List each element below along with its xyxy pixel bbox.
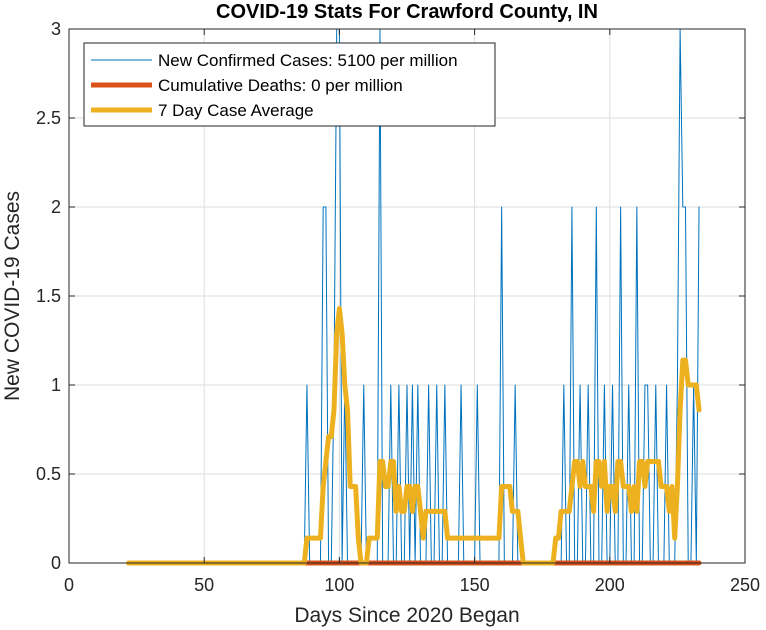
y-tick-label: 1 <box>51 375 61 395</box>
y-tick-label: 2.5 <box>36 108 61 128</box>
legend-label-new-cases: New Confirmed Cases: 5100 per million <box>158 51 458 70</box>
legend-box <box>83 42 496 127</box>
x-ticks: 0 50 100 150 200 250 <box>64 29 760 595</box>
x-tick-label: 250 <box>730 575 760 595</box>
y-tick-label: 0.5 <box>36 464 61 484</box>
y-tick-label: 1.5 <box>36 286 61 306</box>
chart-title: COVID-19 Stats For Crawford County, IN <box>216 1 598 23</box>
x-axis-label: Days Since 2020 Began <box>294 604 519 627</box>
x-tick-label: 200 <box>595 575 625 595</box>
series-average-line <box>125 305 702 566</box>
y-tick-label: 3 <box>51 19 61 39</box>
y-tick-label: 2 <box>51 197 61 217</box>
y-ticks: 0 0.5 1 1.5 2 2.5 3 <box>36 19 745 573</box>
y-axis-label: New COVID-19 Cases <box>1 191 24 401</box>
legend-label-average: 7 Day Case Average <box>158 101 314 120</box>
x-tick-label: 150 <box>460 575 490 595</box>
y-tick-label: 0 <box>51 553 61 573</box>
x-tick-label: 50 <box>194 575 214 595</box>
x-tick-label: 0 <box>64 575 74 595</box>
x-tick-label: 100 <box>324 575 354 595</box>
legend-label-deaths: Cumulative Deaths: 0 per million <box>158 76 403 95</box>
legend: New Confirmed Cases: 5100 per million Cu… <box>83 42 496 127</box>
